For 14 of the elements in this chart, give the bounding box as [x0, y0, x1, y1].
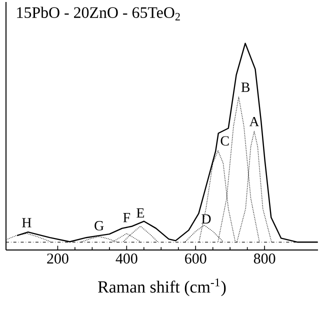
series-label: A — [249, 116, 260, 126]
series-label: H — [22, 218, 32, 228]
series-label: B — [241, 82, 250, 92]
chart-title: 15PbO - 20ZnO - 65TeO$_{2}$ — [17, 6, 180, 20]
series-label: C — [220, 136, 229, 146]
series-label: F — [123, 213, 130, 222]
series-label: D — [202, 214, 211, 224]
series-label: G — [94, 221, 104, 230]
x-axis-title: Raman shift (cm$^{-1}$) — [98, 278, 226, 296]
x-tick-label: 400 — [116, 254, 138, 264]
x-tick-label: 600 — [185, 254, 206, 264]
series-label: E — [136, 208, 144, 218]
x-tick-label: 800 — [254, 254, 276, 264]
x-tick-label: 200 — [47, 254, 68, 264]
